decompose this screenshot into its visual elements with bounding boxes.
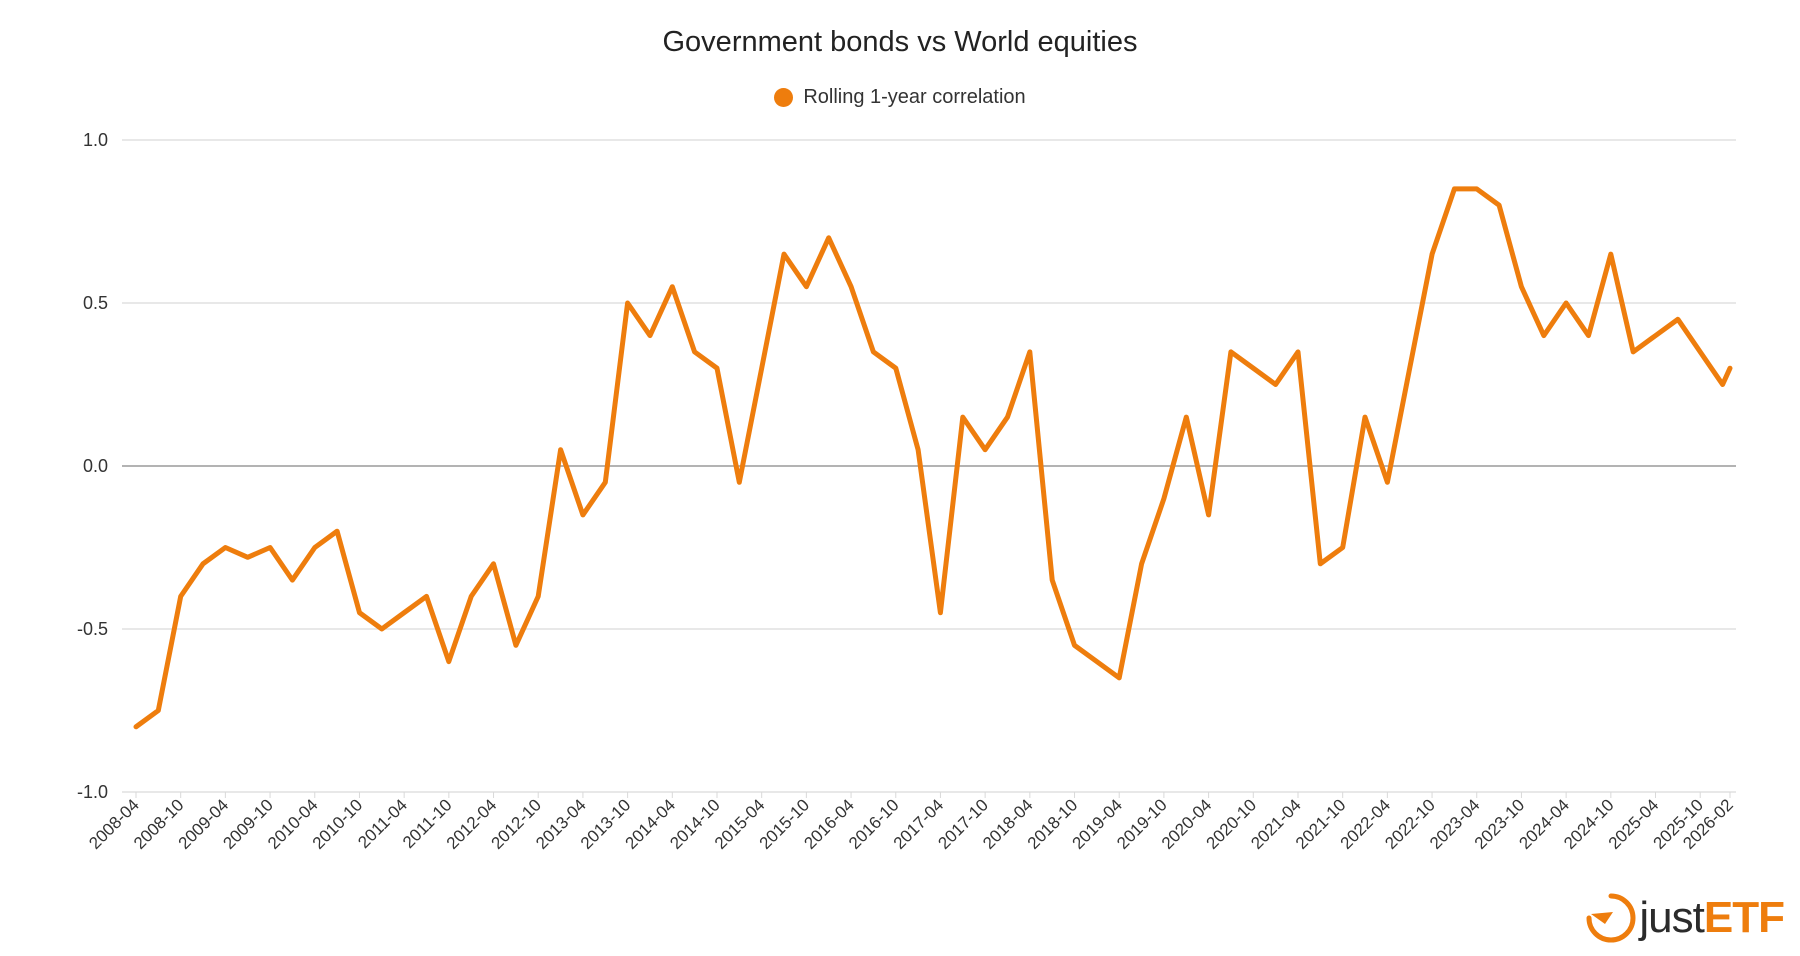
logo-text-just: just bbox=[1639, 893, 1704, 942]
y-tick-label: 0.0 bbox=[83, 456, 108, 476]
series-layer bbox=[133, 186, 1733, 730]
justetf-logo-icon bbox=[1586, 893, 1636, 943]
justetf-logo: justETF bbox=[1583, 890, 1785, 946]
x-tick-label: 2011-04 bbox=[354, 795, 411, 852]
y-tick-label: -1.0 bbox=[77, 782, 108, 802]
y-tick-label: 1.0 bbox=[83, 130, 108, 150]
y-axis-ticks: 1.0 0.5 0.0 -0.5 -1.0 bbox=[77, 130, 108, 802]
legend-swatch bbox=[774, 88, 794, 107]
chart-title: Government bonds vs World equities bbox=[662, 26, 1138, 58]
x-axis-ticks: 2008-042008-102009-042009-102010-042010-… bbox=[85, 792, 1737, 853]
y-tick-label: -0.5 bbox=[77, 619, 108, 639]
grid-lines bbox=[122, 139, 1736, 793]
logo-text: justETF bbox=[1639, 893, 1785, 943]
x-tick-label: 2010-10 bbox=[309, 795, 367, 853]
legend-label: Rolling 1-year correlation bbox=[803, 86, 1026, 108]
series-line bbox=[133, 186, 1733, 730]
y-tick-label: 0.5 bbox=[83, 293, 108, 313]
legend: Rolling 1-year correlation bbox=[0, 86, 1800, 109]
logo-text-etf: ETF bbox=[1703, 893, 1785, 942]
